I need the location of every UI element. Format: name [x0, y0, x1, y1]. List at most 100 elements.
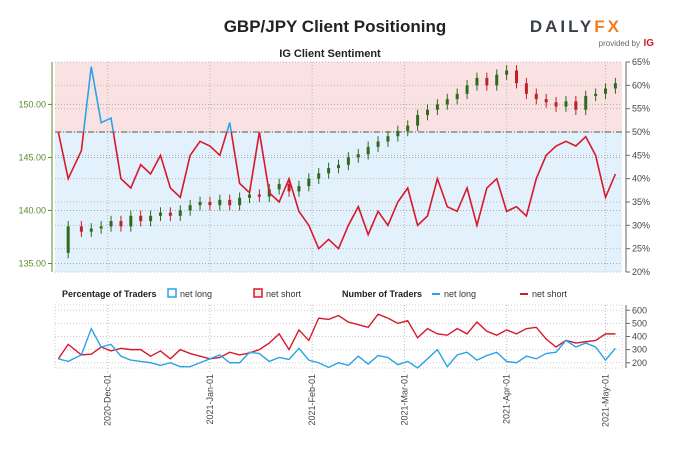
date-tick-label: 2021-Apr-01: [502, 374, 512, 424]
date-tick-label: 2021-Jan-01: [205, 374, 215, 425]
candle-body: [149, 215, 153, 222]
right-tick-label: 55%: [632, 104, 650, 114]
candle-body: [426, 109, 430, 116]
right-tick-label: 30%: [632, 220, 650, 230]
legend-num-long: net long: [444, 289, 476, 299]
right-tick-label: 25%: [632, 244, 650, 254]
candle-body: [406, 125, 410, 131]
candle-body: [307, 178, 311, 187]
candle-body: [564, 101, 568, 107]
candle-body: [495, 74, 499, 86]
legend-num-short: net short: [532, 289, 568, 299]
count-tick-label: 300: [632, 345, 647, 355]
candle-body: [524, 83, 528, 94]
candle-body: [297, 186, 301, 192]
net-short-count-line: [57, 313, 616, 360]
candle-body: [119, 221, 123, 227]
left-tick-label: 140.00: [18, 205, 46, 215]
candle-body: [188, 205, 192, 211]
legend-pct-long: net long: [180, 289, 212, 299]
candle-body: [366, 146, 370, 155]
legend-num-title: Number of Traders: [342, 289, 422, 299]
candle-body: [346, 157, 350, 165]
right-tick-label: 60%: [632, 80, 650, 90]
count-tick-label: 200: [632, 358, 647, 368]
subchart-title: IG Client Sentiment: [279, 48, 381, 60]
candle-body: [228, 199, 232, 206]
candle-body: [208, 202, 212, 206]
right-tick-label: 35%: [632, 197, 650, 207]
candle-body: [574, 101, 578, 110]
candle-body: [198, 202, 202, 206]
legend-pct-long-swatch: [167, 288, 177, 298]
count-tick-label: 500: [632, 318, 647, 328]
candle-body: [337, 164, 340, 169]
candle-body: [89, 228, 93, 232]
candle-body: [129, 215, 133, 227]
candle-body: [584, 95, 588, 110]
candle-body: [386, 136, 390, 142]
logo-ig: IG: [643, 38, 654, 49]
traders-chart: 200 300 400 500 600 2020-Dec-01 2021-Jan-01 202…: [54, 304, 647, 427]
candle-body: [218, 199, 222, 206]
chart-title: GBP/JPY Client Positioning: [224, 17, 447, 36]
candle-body: [158, 212, 162, 216]
right-tick-label: 40%: [632, 174, 650, 184]
candle-body: [534, 93, 538, 100]
candle-body: [139, 215, 143, 222]
candle-body: [544, 99, 548, 103]
candle-body: [515, 70, 519, 84]
net-long-zone: [55, 132, 622, 272]
left-tick-label: 135.00: [18, 259, 46, 269]
candle-body: [604, 88, 608, 94]
date-tick-label: 2021-Mar-01: [399, 374, 409, 426]
candle-body: [485, 77, 489, 86]
legend-pct-short: net short: [266, 289, 302, 299]
candle-body: [168, 212, 172, 216]
left-tick-label: 150.00: [18, 99, 46, 109]
date-tick-label: 2020-Dec-01: [103, 374, 113, 426]
candle-body: [445, 99, 449, 105]
candle-body: [594, 93, 598, 96]
candle-body: [505, 70, 509, 75]
candle-body: [277, 183, 281, 190]
candle-body: [79, 226, 83, 232]
candle-body: [465, 85, 469, 94]
candle-body: [396, 130, 400, 137]
date-tick-label: 2021-Feb-01: [307, 374, 317, 426]
candle-body: [356, 154, 360, 158]
right-tick-label: 50%: [632, 127, 650, 137]
net-short-pct-line: [57, 132, 617, 251]
candle-body: [376, 141, 380, 147]
candle-body: [613, 83, 617, 89]
candle-body: [416, 115, 420, 126]
count-tick-label: 600: [632, 305, 647, 315]
left-tick-label: 145.00: [18, 152, 46, 162]
candle-body: [66, 226, 70, 253]
candle-body: [554, 102, 558, 107]
candle-body: [327, 168, 331, 174]
candle-body: [109, 221, 113, 227]
candle-body: [435, 104, 439, 110]
right-tick-label: 20%: [632, 267, 650, 277]
candle-body: [178, 210, 182, 216]
candle-body: [257, 194, 261, 197]
legend-pct-short-swatch: [253, 288, 263, 298]
candle-body: [455, 93, 459, 100]
logo-text: DAILYFX: [530, 17, 622, 36]
sentiment-chart: 20% 25% 30% 35% 40% 45% 50% 55% 60% 65% 135.00 140.…: [18, 57, 650, 277]
candle-body: [247, 194, 251, 198]
right-tick-label: 45%: [632, 150, 650, 160]
net-long-count-line: [58, 326, 616, 369]
legend-pct-title: Percentage of Traders: [62, 289, 157, 299]
candle-body: [99, 226, 103, 229]
candle-body: [238, 197, 242, 206]
candle-body: [287, 183, 291, 192]
count-tick-label: 400: [632, 332, 647, 342]
dailyfx-logo: DAILYFX provided by IG: [530, 17, 654, 49]
candle-body: [475, 77, 479, 86]
right-tick-label: 65%: [632, 57, 650, 67]
net-short-zone: [55, 62, 622, 132]
